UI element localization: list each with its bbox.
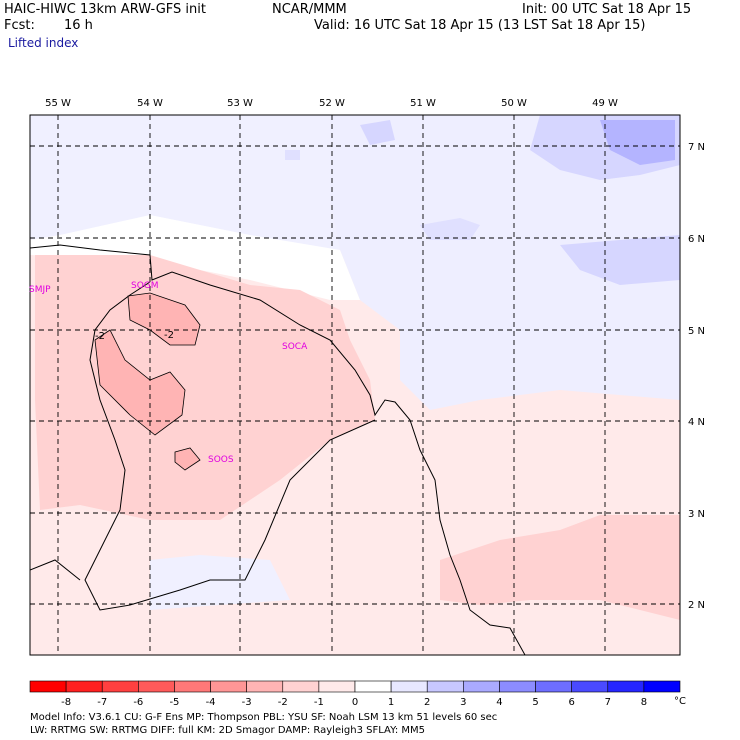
colorbar-tick-label: -6: [133, 697, 143, 708]
lat-label: 6 N: [688, 234, 705, 245]
model-info-line1: Model Info: V3.6.1 CU: G-F Ens MP: Thomp…: [30, 712, 498, 723]
colorbar-swatch: [65, 680, 103, 693]
colorbar-tick-label: 7: [605, 697, 611, 708]
colorbar-tick-label: -8: [61, 697, 71, 708]
colorbar-tick-label: -3: [242, 697, 252, 708]
lon-label: 52 W: [319, 98, 345, 109]
colorbar-swatch: [390, 680, 428, 693]
colorbar-swatch: [535, 680, 572, 693]
colorbar-swatch: [101, 680, 139, 693]
lon-label: 51 W: [410, 98, 436, 109]
graticule: [30, 115, 680, 655]
contour-label: -2: [95, 331, 105, 342]
colorbar-tick-label: 2: [424, 697, 430, 708]
colorbar-swatch: [174, 680, 211, 693]
lat-label: 5 N: [688, 326, 705, 337]
colorbar-tick-label: -5: [169, 697, 179, 708]
lon-label: 53 W: [227, 98, 253, 109]
colorbar-swatch: [246, 680, 284, 693]
model-info-line2: LW: RRTMG SW: RRTMG DIFF: full KM: 2D Sm…: [30, 725, 426, 736]
model-title: HAIC-HIWC 13km ARW-GFS init: [4, 2, 206, 17]
station-soca: SOCA: [282, 342, 308, 352]
colorbar-swatch: [499, 680, 536, 693]
colorbar-swatch: [282, 680, 320, 693]
colorbar-tick-label: -1: [314, 697, 324, 708]
colorbar-tick-label: 3: [460, 697, 466, 708]
contour-label: -2: [164, 330, 174, 341]
colorbar-tick-label: 8: [641, 697, 647, 708]
station-sogm: SOGM: [131, 281, 159, 291]
field-name: Lifted index: [8, 36, 79, 50]
lat-label: 3 N: [688, 509, 705, 520]
colorbar-tick-label: 6: [568, 697, 574, 708]
colorbar-tick-label: -7: [97, 697, 107, 708]
colorbar: [29, 680, 681, 693]
lat-label: 4 N: [688, 417, 705, 428]
colorbar-labels: -8 -7 -6 -5 -4 -3 -2 -1 0 1 2 3 4 5 6 7 8: [61, 697, 647, 708]
colorbar-unit: °C: [674, 696, 686, 707]
colorbar-swatch: [354, 680, 392, 693]
colorbar-swatch: [607, 680, 645, 693]
lifted-index-field: [30, 115, 680, 655]
init-time: Init: 00 UTC Sat 18 Apr 15: [522, 2, 692, 17]
colorbar-swatch: [29, 680, 67, 693]
colorbar-tick-label: 1: [388, 697, 394, 708]
station-soos: SOOS: [208, 455, 234, 465]
map-frame: [29, 114, 681, 656]
colorbar-swatch: [643, 680, 681, 693]
valid-time: Valid: 16 UTC Sat 18 Apr 15 (13 LST Sat …: [314, 18, 646, 33]
longitude-labels: 55 W 54 W 53 W 52 W 51 W 50 W 49 W: [45, 98, 618, 109]
colorbar-swatch: [210, 680, 247, 693]
colorbar-tick-label: 5: [532, 697, 538, 708]
forecast-hour: 16 h: [64, 18, 93, 33]
lon-label: 49 W: [592, 98, 618, 109]
colorbar-tick-label: -4: [206, 697, 216, 708]
lat-label: 2 N: [688, 600, 705, 611]
colorbar-tick-label: -2: [278, 697, 288, 708]
colorbar-swatch: [138, 680, 175, 693]
lon-label: 54 W: [137, 98, 163, 109]
lat-label: 7 N: [688, 142, 705, 153]
colorbar-swatch: [426, 680, 464, 693]
latitude-labels: 7 N 6 N 5 N 4 N 3 N 2 N: [688, 142, 705, 611]
colorbar-tick-label: 4: [496, 697, 502, 708]
colorbar-swatch: [463, 680, 500, 693]
forecast-label: Fcst:: [4, 18, 35, 33]
org-label: NCAR/MMM: [272, 2, 347, 17]
lon-label: 55 W: [45, 98, 71, 109]
colorbar-swatch: [571, 680, 609, 693]
colorbar-swatch: [318, 680, 356, 693]
lon-label: 50 W: [501, 98, 527, 109]
colorbar-tick-label: 0: [352, 697, 358, 708]
station-smjp: SMJP: [29, 285, 51, 295]
